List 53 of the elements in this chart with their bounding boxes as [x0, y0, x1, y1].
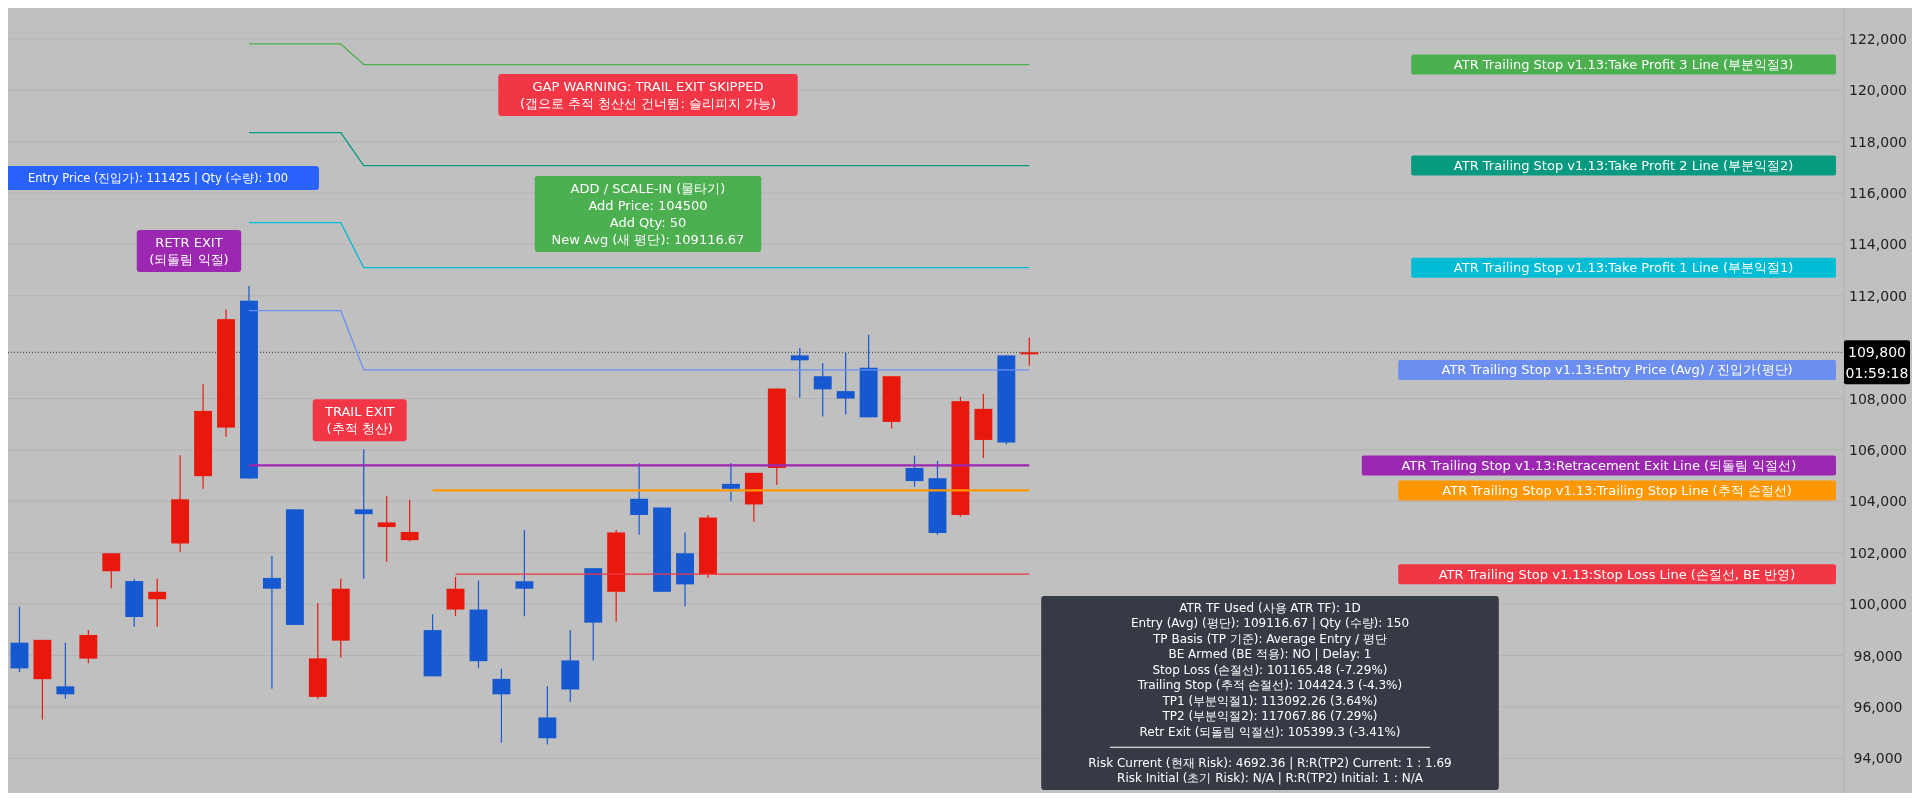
callout-box: ATR TF Used (사용 ATR TF): 1D Entry (Avg) (평단): 109116.67 | Qty (수량): 150 TP Basis (TP 기준): Average Entry / 평단 BE Armed (BE 적용): NO | Delay: 1 Stop Loss (손절선): 101165.48 (-7.29%) Trailing Stop (추적 손절선): 104424.3 (-4.3%) TP1 (부분익절1): 113092.26 (3.64%) TP2 (부분익절2): 117067.86 (7.29%) Retr Exit (되돌림 익절선): 105399.3 (-3.41%) Risk Current (현재 Risk): 4692.36 | R:R(TP2) Current: 1 : 1.69 Risk Initial (초기 Risk): N/A | R:R(TP2) Initial: 1 : N/A	[1041, 596, 1499, 790]
candlestick	[492, 668, 511, 744]
callout-box: Entry Price (진입가): 111425 | Qty (수량): 100	[8, 166, 319, 190]
callout-box: GAP WARNING: TRAIL EXIT SKIPPED (갭으로 추적 청산선 건너뜀: 슬리피지 가능)	[498, 74, 798, 116]
candlestick	[79, 629, 98, 664]
name-tag: ATR Trailing Stop v1.13:Retracement Exit Line (되돌림 익절선)	[1361, 455, 1836, 476]
y-tick-label: 100,000	[1849, 596, 1907, 613]
name-tag: ATR Trailing Stop v1.13:Take Profit 3 Line (부분익절3)	[1411, 54, 1836, 75]
y-tick-label: 122,000	[1849, 30, 1907, 47]
name-tag: ATR Trailing Stop v1.13:Stop Loss Line (손절선, BE 반영)	[1398, 564, 1836, 585]
y-tick-label: 118,000	[1849, 133, 1907, 150]
annotation: ADD / SCALE-IN (물타기) Add Price: 104500 Add Qty: 50 New Avg (새 평단): 109116.67	[551, 180, 745, 247]
candlestick	[102, 552, 121, 589]
candlestick	[56, 642, 75, 700]
candlestick	[354, 448, 373, 580]
y-tick-label: 94,000	[1853, 750, 1903, 767]
y-tick-label: 96,000	[1853, 698, 1903, 715]
y-tick-label: 108,000	[1849, 390, 1907, 407]
callout-box: RETR EXIT (되돌림 익절)	[136, 230, 242, 272]
annotation: GAP WARNING: TRAIL EXIT SKIPPED (갭으로 추적 청산선 건너뜀: 슬리피지 가능)	[519, 78, 777, 111]
y-tick-label: 106,000	[1849, 441, 1907, 458]
candlestick	[400, 499, 419, 542]
ref-line-label: 109,800	[1848, 344, 1906, 361]
text: 01:59:18	[1845, 365, 1909, 382]
annotation: RETR EXIT (되돌림 익절)	[149, 234, 229, 267]
y-tick-label: 102,000	[1849, 544, 1907, 561]
y-tick-label: 98,000	[1853, 647, 1903, 664]
candlestick	[148, 578, 167, 628]
y-tick-label: 114,000	[1849, 236, 1907, 253]
candlestick	[836, 352, 855, 416]
name-tag: ATR Trailing Stop v1.13:Take Profit 2 Line (부분익절2)	[1411, 155, 1836, 176]
candlestick	[262, 555, 281, 690]
candlestick	[446, 576, 465, 617]
candlestick	[630, 462, 649, 536]
name-tag: ATR Trailing Stop v1.13:Trailing Stop Line (추적 손절선)	[1398, 480, 1836, 501]
callout-box: ADD / SCALE-IN (물타기) Add Price: 104500 Add Qty: 50 New Avg (새 평단): 109116.67	[534, 176, 762, 252]
candlestick	[905, 455, 924, 488]
candlestick	[1020, 336, 1039, 367]
candlestick	[790, 347, 809, 399]
y-tick-label: 120,000	[1849, 82, 1907, 99]
annotation: Entry Price (진입가): 111425 | Qty (수량): 100	[27, 171, 289, 185]
candlestick	[813, 362, 832, 418]
candlestick	[721, 462, 740, 502]
y-tick-label: 112,000	[1849, 287, 1907, 304]
y-tick-label: 116,000	[1849, 185, 1907, 202]
annotation: TRAIL EXIT (추적 청산)	[324, 403, 395, 436]
candlestick	[515, 529, 534, 617]
candlestick	[377, 495, 396, 563]
candlestick	[538, 685, 557, 746]
callout-box: TRAIL EXIT (추적 청산)	[312, 399, 407, 442]
name-tag: ATR Trailing Stop v1.13:Take Profit 1 Line (부분익절1)	[1411, 257, 1836, 278]
y-tick-label: 104,000	[1849, 493, 1907, 510]
name-tag: ATR Trailing Stop v1.13:Entry Price (Avg) / 진입가(평단)	[1398, 359, 1836, 380]
